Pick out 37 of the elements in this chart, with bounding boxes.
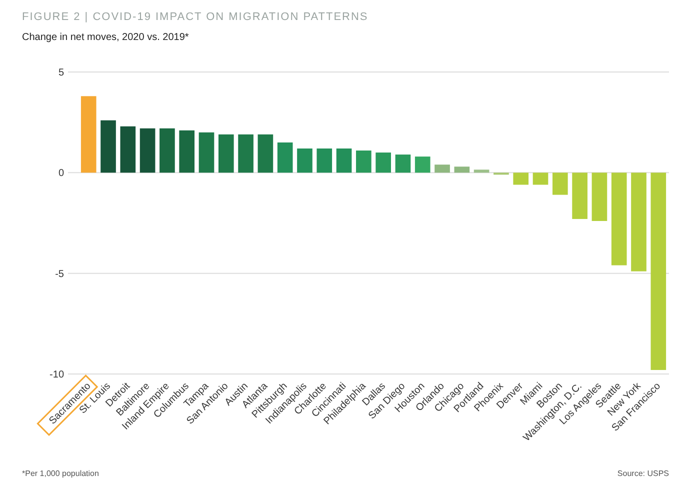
bar	[198, 132, 214, 173]
bar	[120, 126, 136, 173]
chart-title: FIGURE 2 | COVID-19 IMPACT ON MIGRATION PATTERNS	[22, 11, 368, 23]
bar	[80, 96, 96, 173]
bar	[100, 120, 116, 173]
chart-subtitle: Change in net moves, 2020 vs. 2019*	[22, 32, 189, 43]
y-tick-label: 0	[58, 168, 64, 180]
source-note: Source: USPS	[617, 469, 669, 478]
bar	[631, 172, 646, 272]
bar	[395, 154, 411, 173]
bar	[356, 150, 372, 173]
bar	[376, 152, 391, 173]
text: *Per 1,000 population	[22, 469, 99, 478]
y-tick-label: -10	[50, 370, 64, 380]
bar	[140, 128, 156, 173]
bar	[572, 172, 588, 219]
bar	[513, 172, 529, 185]
y-tick-label: 5	[58, 68, 64, 78]
bar	[316, 148, 332, 173]
bar	[532, 172, 548, 185]
bar	[218, 134, 234, 173]
bar	[179, 130, 195, 173]
bar	[592, 172, 608, 221]
bar	[552, 172, 568, 195]
bar	[454, 166, 470, 173]
bar	[434, 164, 450, 173]
bar	[414, 156, 430, 173]
bar	[277, 142, 293, 173]
bar	[160, 128, 175, 173]
bar	[474, 170, 490, 173]
bar	[297, 148, 312, 173]
bar	[336, 148, 352, 173]
bar	[238, 134, 254, 173]
bar	[650, 172, 666, 370]
y-tick-label: -5	[55, 268, 64, 280]
bar	[611, 172, 627, 266]
bar	[258, 134, 274, 173]
